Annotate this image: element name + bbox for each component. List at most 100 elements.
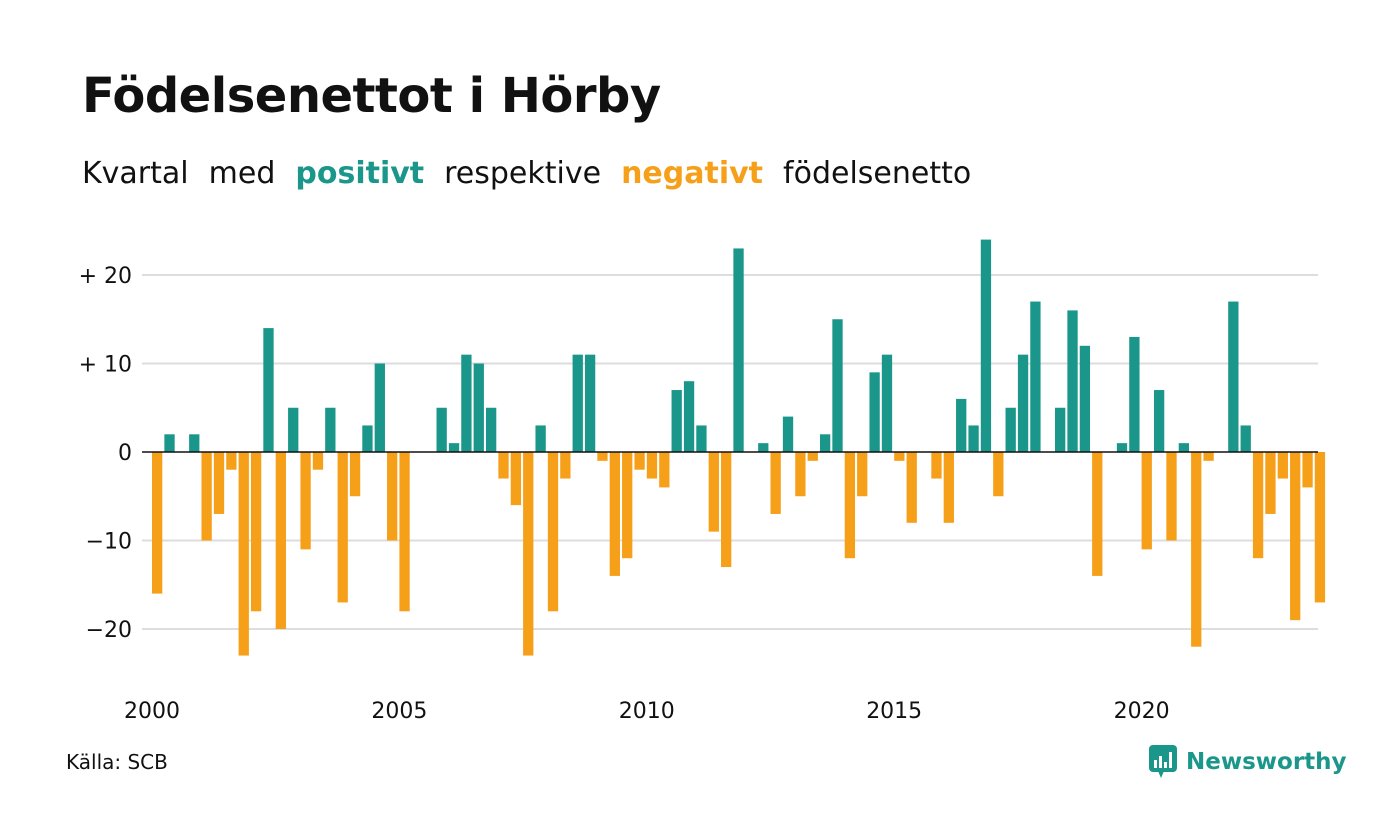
bar	[1203, 452, 1214, 461]
x-tick-label: 2020	[1114, 699, 1170, 724]
bars	[152, 239, 1326, 656]
bar	[349, 452, 361, 497]
bar	[807, 452, 818, 461]
subtitle-text-2: med	[208, 156, 276, 191]
bar	[956, 398, 967, 452]
bar	[473, 363, 484, 452]
bar	[1092, 452, 1103, 576]
bar	[1252, 452, 1264, 559]
bar	[1314, 452, 1326, 603]
bar	[152, 452, 163, 594]
subtitle-text-3: respektive	[444, 156, 602, 191]
bar	[980, 239, 992, 452]
bar	[362, 425, 373, 452]
bar	[1116, 443, 1128, 452]
bar	[671, 390, 682, 452]
bar	[943, 452, 954, 523]
bar	[387, 452, 398, 541]
bar	[931, 452, 942, 479]
bar	[832, 319, 843, 452]
newsworthy-logo-icon	[1149, 745, 1177, 778]
bar	[448, 443, 460, 452]
bar	[721, 452, 732, 568]
bar	[819, 434, 831, 452]
x-tick-label: 2010	[619, 699, 675, 724]
subtitle-text-4: födelsenetto	[783, 156, 972, 191]
bar	[201, 452, 212, 541]
bar	[1290, 452, 1301, 621]
bar	[1153, 390, 1165, 452]
bar	[1302, 452, 1313, 488]
bar	[782, 416, 794, 452]
bar	[1079, 345, 1091, 452]
bar	[399, 452, 410, 612]
bar	[523, 452, 534, 656]
bar	[844, 452, 856, 559]
bar	[325, 407, 336, 452]
bar	[1017, 354, 1029, 452]
y-axis-ticks: + 20 + 10 0 −10 −20	[79, 264, 132, 643]
bar	[1277, 452, 1288, 479]
bar	[1005, 407, 1016, 452]
bar	[189, 434, 200, 452]
bar	[1067, 310, 1078, 452]
bar	[609, 452, 620, 576]
chart-title: Födelsenettot i Hörby	[82, 68, 661, 124]
x-tick-label: 2000	[124, 699, 180, 724]
bar	[485, 407, 497, 452]
y-tick-label: −20	[86, 618, 132, 643]
bar	[238, 452, 249, 656]
bar	[659, 452, 670, 488]
bar	[436, 407, 447, 452]
bar	[857, 452, 868, 497]
subtitle-negative-word: negativt	[621, 156, 764, 191]
bar	[263, 328, 274, 452]
bar	[535, 425, 546, 452]
y-tick-label: 0	[118, 441, 132, 466]
y-tick-label: + 10	[79, 353, 132, 378]
bar	[300, 452, 311, 550]
bar	[758, 443, 769, 452]
bar	[894, 452, 905, 461]
y-tick-label: + 20	[79, 264, 132, 289]
x-axis-ticks: 2000 2005 2010 2015 2020	[124, 699, 1170, 724]
bar	[572, 354, 583, 452]
chart-subtitle: Kvartal med positivt respektive negativt föde…	[82, 156, 991, 191]
bar	[288, 407, 299, 452]
bar	[968, 425, 979, 452]
bar	[498, 452, 509, 479]
bar	[337, 452, 348, 603]
bar	[226, 452, 237, 470]
bar	[622, 452, 633, 559]
bar	[881, 354, 893, 452]
bar	[1228, 301, 1239, 452]
source-note: Källa: SCB	[66, 750, 168, 774]
brand-logo: Newsworthy	[1148, 744, 1347, 780]
bar	[733, 248, 744, 452]
bar	[584, 354, 596, 452]
bar	[1129, 336, 1140, 452]
bar	[646, 452, 658, 479]
subtitle-text-1: Kvartal	[82, 156, 189, 191]
bar	[213, 452, 225, 514]
bar	[993, 452, 1004, 497]
bar	[708, 452, 719, 532]
x-tick-label: 2015	[866, 699, 922, 724]
bar	[1030, 301, 1041, 452]
bar	[597, 452, 608, 461]
x-tick-label: 2005	[371, 699, 427, 724]
bar	[1141, 452, 1152, 550]
bar	[696, 425, 707, 452]
bar	[510, 452, 522, 506]
bar	[374, 363, 385, 452]
bar	[560, 452, 571, 479]
bar	[1265, 452, 1276, 514]
bar	[1178, 443, 1190, 452]
bar	[1191, 452, 1202, 647]
bar	[1166, 452, 1177, 541]
brand-name: Newsworthy	[1186, 749, 1347, 775]
bar	[461, 354, 472, 452]
bar	[547, 452, 559, 612]
bar	[683, 381, 695, 452]
bar	[634, 452, 645, 470]
